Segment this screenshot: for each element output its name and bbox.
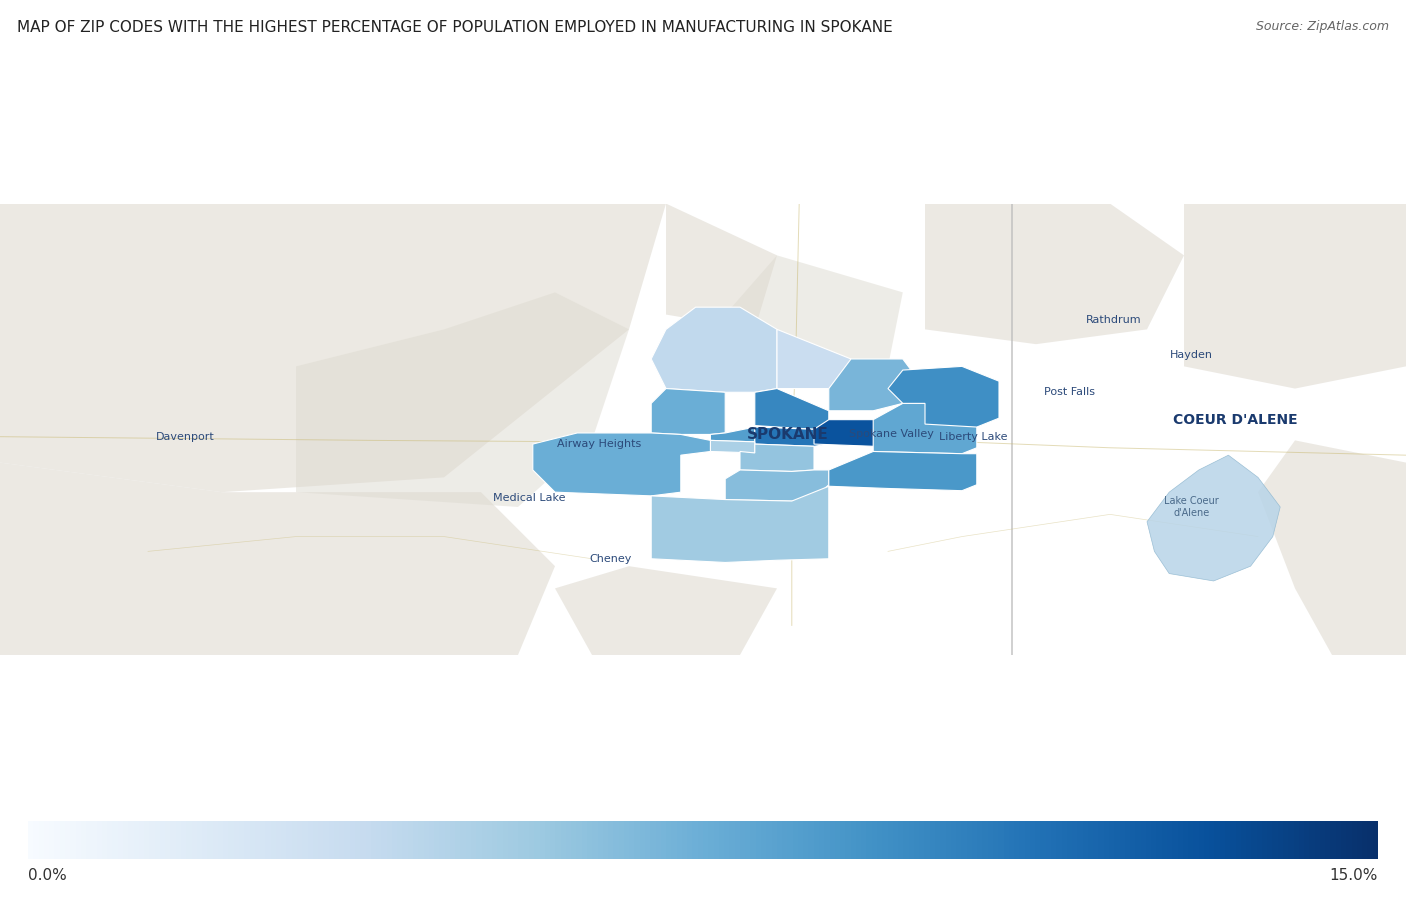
Polygon shape	[1147, 455, 1281, 581]
Polygon shape	[725, 255, 903, 367]
Polygon shape	[651, 307, 778, 392]
Text: Liberty Lake: Liberty Lake	[939, 432, 1007, 441]
Polygon shape	[778, 329, 851, 388]
Text: Hayden: Hayden	[1170, 350, 1213, 360]
Text: 0.0%: 0.0%	[28, 868, 67, 883]
Polygon shape	[651, 388, 725, 434]
Polygon shape	[1184, 203, 1406, 388]
Polygon shape	[710, 427, 755, 441]
Polygon shape	[889, 367, 1000, 427]
Polygon shape	[814, 420, 889, 446]
Text: Post Falls: Post Falls	[1043, 387, 1095, 397]
Text: MAP OF ZIP CODES WITH THE HIGHEST PERCENTAGE OF POPULATION EMPLOYED IN MANUFACTU: MAP OF ZIP CODES WITH THE HIGHEST PERCEN…	[17, 20, 893, 35]
Text: Airway Heights: Airway Heights	[557, 439, 641, 450]
Polygon shape	[725, 470, 828, 501]
Text: COEUR D'ALENE: COEUR D'ALENE	[1174, 413, 1298, 427]
Polygon shape	[873, 404, 977, 454]
Polygon shape	[828, 359, 925, 411]
Polygon shape	[0, 203, 666, 492]
Text: Source: ZipAtlas.com: Source: ZipAtlas.com	[1256, 20, 1389, 32]
Polygon shape	[651, 486, 828, 563]
Text: Lake Coeur
d'Alene: Lake Coeur d'Alene	[1164, 496, 1219, 518]
Polygon shape	[828, 451, 977, 491]
Polygon shape	[666, 203, 778, 329]
Polygon shape	[755, 388, 828, 429]
Polygon shape	[555, 566, 778, 655]
Text: Medical Lake: Medical Lake	[494, 493, 565, 503]
Polygon shape	[925, 203, 1184, 344]
Text: Cheney: Cheney	[589, 554, 631, 564]
Text: Davenport: Davenport	[156, 432, 214, 441]
Polygon shape	[533, 433, 710, 496]
Polygon shape	[755, 427, 828, 446]
Polygon shape	[1258, 441, 1406, 655]
Text: Rathdrum: Rathdrum	[1085, 316, 1142, 325]
Text: SPOKANE: SPOKANE	[747, 427, 830, 442]
Polygon shape	[710, 441, 755, 453]
Polygon shape	[0, 463, 555, 655]
Polygon shape	[297, 292, 628, 507]
Polygon shape	[740, 444, 814, 471]
Text: Spokane Valley: Spokane Valley	[849, 430, 934, 440]
Text: 15.0%: 15.0%	[1330, 868, 1378, 883]
